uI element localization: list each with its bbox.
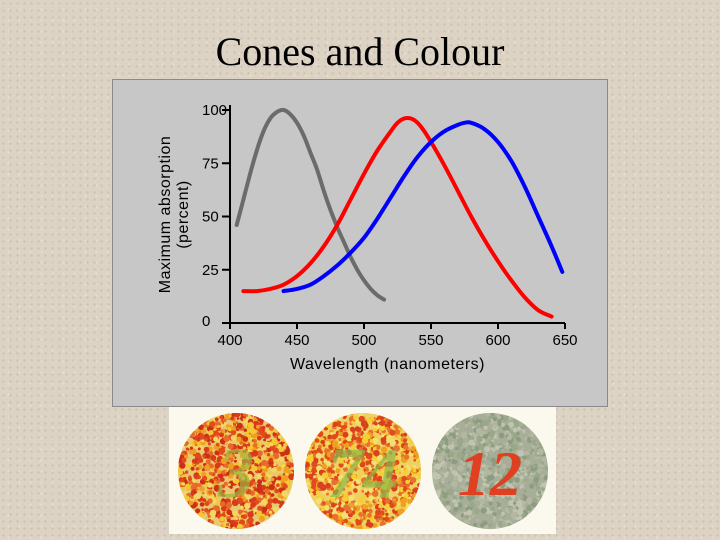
absorption-chart-svg: 0 25 50 75 100 400 450 500 550 600 650 Wavelength (… bbox=[157, 102, 578, 373]
x-tick-label-450: 450 bbox=[284, 332, 309, 349]
y-tick-label-25: 25 bbox=[202, 262, 219, 279]
y-tick-label-100: 100 bbox=[202, 102, 227, 119]
y-tick-label-50: 50 bbox=[202, 209, 219, 226]
y-axis-label-line-2: (percent) bbox=[175, 180, 192, 249]
chart-series bbox=[234, 107, 565, 319]
ishihara-plates-svg: 3 74 12 bbox=[178, 413, 548, 529]
x-axis-label: Wavelength (nanometers) bbox=[290, 356, 485, 373]
plate-3: 12 bbox=[432, 413, 548, 529]
plate-1-number: 3 bbox=[217, 433, 254, 513]
series-line-1 bbox=[241, 115, 554, 319]
series-line-0 bbox=[234, 107, 387, 302]
plate-1: 3 bbox=[178, 413, 294, 529]
x-tick-label-400: 400 bbox=[217, 332, 242, 349]
color-blindness-plates: 3 74 12 bbox=[169, 407, 556, 534]
x-tick-label-650: 650 bbox=[552, 332, 577, 349]
chart-labels: 0 25 50 75 100 400 450 500 550 600 650 Wavelength (… bbox=[157, 102, 578, 373]
plate-2-number: 74 bbox=[327, 433, 399, 513]
y-axis-label-line-1: Maximum absorption bbox=[157, 136, 174, 294]
x-tick-label-500: 500 bbox=[351, 332, 376, 349]
x-tick-label-550: 550 bbox=[418, 332, 443, 349]
slide-title: Cones and Colour bbox=[215, 29, 505, 74]
x-tick-label-600: 600 bbox=[485, 332, 510, 349]
absorption-chart: 0 25 50 75 100 400 450 500 550 600 650 Wavelength (… bbox=[112, 79, 608, 407]
y-tick-label-75: 75 bbox=[202, 155, 219, 172]
plate-3-number: 12 bbox=[458, 438, 522, 509]
plate-1-dots bbox=[178, 413, 294, 529]
plate-3-dots bbox=[432, 413, 548, 529]
chart-axes bbox=[222, 105, 566, 329]
y-tick-label-0: 0 bbox=[202, 313, 210, 330]
plate-2: 74 bbox=[305, 413, 421, 529]
series-line-2 bbox=[281, 120, 565, 294]
